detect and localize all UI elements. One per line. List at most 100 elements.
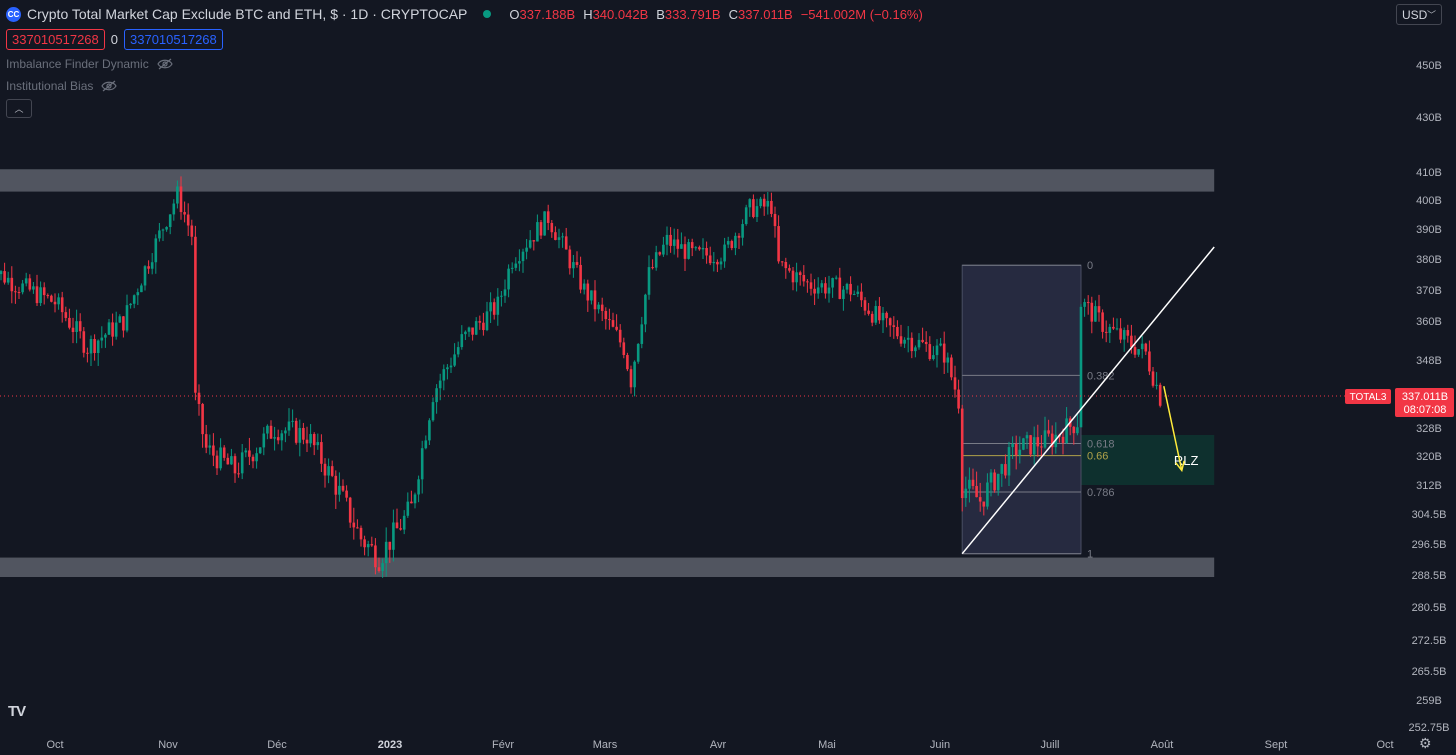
candle-body-down[interactable] [482,322,485,331]
candle-body-up[interactable] [140,285,143,293]
candle-body-up[interactable] [287,421,291,431]
candle-body-up[interactable] [759,198,762,207]
candle-body-down[interactable] [226,457,230,465]
candle-body-down[interactable] [478,321,482,323]
candle-body-up[interactable] [449,365,453,368]
candle-body-down[interactable] [341,485,345,491]
candle-body-down[interactable] [302,427,305,440]
candle-body-up[interactable] [136,292,140,296]
candle-body-up[interactable] [906,337,910,340]
candle-body-down[interactable] [622,342,626,355]
candle-body-down[interactable] [1133,347,1137,355]
candle-body-up[interactable] [435,388,438,403]
candle-body-up[interactable] [230,456,233,465]
candle-body-down[interactable] [554,232,557,240]
candle-body-up[interactable] [687,242,690,259]
candle-body-down[interactable] [35,286,39,304]
candle-body-up[interactable] [795,272,798,283]
candle-body-up[interactable] [176,186,179,204]
candle-body-up[interactable] [597,304,600,310]
sell-button[interactable]: 337010517268 [6,29,105,50]
candle-body-up[interactable] [1140,343,1144,350]
candle-body-up[interactable] [219,447,222,469]
candle-body-up[interactable] [536,222,539,242]
candle-body-up[interactable] [881,312,885,321]
candle-body-down[interactable] [222,447,226,458]
candle-body-up[interactable] [903,339,906,344]
resistance-zone[interactable] [0,169,1215,192]
candle-body-down[interactable] [1151,371,1155,386]
candle-body-up[interactable] [719,261,723,265]
candle-body-down[interactable] [539,222,543,236]
candle-body-down[interactable] [611,320,615,327]
candle-body-down[interactable] [1104,331,1108,333]
candle-body-up[interactable] [420,448,424,480]
candle-body-down[interactable] [899,336,903,344]
candle-body-down[interactable] [399,528,402,530]
candle-body-up[interactable] [118,316,122,323]
candle-body-up[interactable] [107,322,111,335]
candle-body-down[interactable] [892,325,896,327]
candle-body-down[interactable] [651,267,654,269]
candle-body-up[interactable] [827,287,831,294]
candle-body-down[interactable] [1119,328,1122,340]
candle-body-down[interactable] [71,327,75,333]
candle-body-down[interactable] [838,277,842,299]
candle-body-down[interactable] [294,420,298,443]
candle-body-down[interactable] [1090,302,1094,322]
candle-body-up[interactable] [726,241,730,245]
candle-body-down[interactable] [716,261,719,265]
candle-body-down[interactable] [1061,436,1065,443]
candle-body-up[interactable] [406,501,410,516]
support-zone[interactable] [0,557,1215,577]
candle-body-down[interactable] [370,544,374,546]
candle-body-up[interactable] [946,357,950,363]
candle-body-down[interactable] [215,455,219,469]
candle-body-up[interactable] [640,324,644,344]
candle-body-up[interactable] [914,347,917,352]
candle-body-down[interactable] [179,186,183,213]
candle-body-down[interactable] [669,234,672,246]
candle-body-down[interactable] [212,445,215,456]
candle-body-down[interactable] [194,236,197,393]
candle-body-up[interactable] [132,295,136,304]
candle-body-up[interactable] [521,251,525,262]
candle-body-down[interactable] [78,321,82,332]
candle-body-down[interactable] [593,290,597,310]
candle-body-down[interactable] [1126,330,1130,336]
candle-body-up[interactable] [150,262,154,269]
candle-body-down[interactable] [190,225,194,237]
symbol-title[interactable]: Crypto Total Market Cap Exclude BTC and … [27,6,468,22]
candle-body-down[interactable] [356,527,359,529]
candle-body-up[interactable] [935,345,939,356]
candle-body-down[interactable] [683,244,687,259]
candle-body-up[interactable] [1122,330,1126,340]
candle-body-up[interactable] [240,452,244,474]
candle-body-down[interactable] [690,242,694,249]
candle-body-up[interactable] [816,287,820,294]
candle-body-up[interactable] [633,361,636,388]
candle-body-up[interactable] [96,340,100,354]
candle-body-down[interactable] [806,281,809,283]
candle-body-down[interactable] [896,326,899,337]
candle-body-up[interactable] [1076,427,1079,434]
candle-body-up[interactable] [572,262,575,269]
candle-body-up[interactable] [831,278,834,288]
candle-body-up[interactable] [489,302,492,312]
candle-body-up[interactable] [143,266,147,286]
tradingview-logo-icon[interactable]: TV [8,703,26,720]
candle-body-up[interactable] [766,200,770,207]
candle-body-up[interactable] [712,261,716,264]
candle-body-up[interactable] [1022,438,1025,450]
candle-body-up[interactable] [680,244,683,249]
candle-body-up[interactable] [968,479,971,489]
candle-body-up[interactable] [636,343,640,362]
candle-body-up[interactable] [438,380,442,389]
candle-body-down[interactable] [204,434,208,448]
candle-body-down[interactable] [1086,302,1090,304]
candle-body-up[interactable] [456,347,460,355]
candle-body-down[interactable] [492,302,496,315]
candle-body-down[interactable] [564,236,568,250]
eye-off-icon[interactable] [101,80,118,92]
